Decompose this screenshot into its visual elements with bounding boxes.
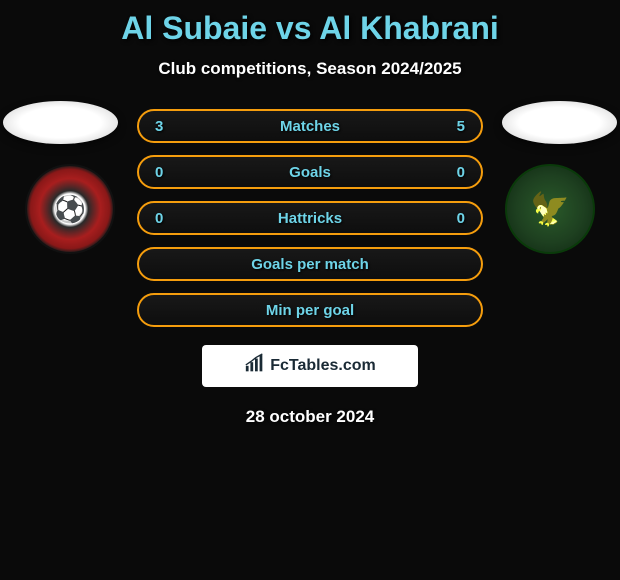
stat-row: Min per goal	[137, 293, 483, 327]
stat-label: Goals	[289, 164, 331, 181]
stat-label: Goals per match	[251, 256, 369, 273]
season-subtitle: Club competitions, Season 2024/2025	[0, 59, 620, 79]
comparison-card: Al Subaie vs Al Khabrani Club competitio…	[0, 0, 620, 437]
player-avatar-left	[3, 101, 118, 144]
stat-label: Min per goal	[266, 302, 354, 319]
club-badge-left	[25, 164, 115, 254]
stat-row: 0 Goals 0	[137, 155, 483, 189]
stat-value-right: 0	[445, 210, 465, 227]
stat-label: Hattricks	[278, 210, 342, 227]
stats-list: 3 Matches 5 0 Goals 0 0 Hattricks 0 Goal…	[137, 109, 483, 327]
branding-text: FcTables.com	[270, 357, 376, 375]
stat-value-right: 5	[445, 118, 465, 135]
player-avatar-right	[502, 101, 617, 144]
branding-badge[interactable]: FcTables.com	[202, 345, 418, 387]
stat-row: 0 Hattricks 0	[137, 201, 483, 235]
stat-label: Matches	[280, 118, 340, 135]
club-badge-right	[505, 164, 595, 254]
date-label: 28 october 2024	[0, 407, 620, 427]
stat-value-left: 0	[155, 210, 175, 227]
stat-row: Goals per match	[137, 247, 483, 281]
page-title: Al Subaie vs Al Khabrani	[0, 10, 620, 47]
stat-value-left: 0	[155, 164, 175, 181]
main-area: 3 Matches 5 0 Goals 0 0 Hattricks 0 Goal…	[0, 109, 620, 427]
chart-icon	[244, 353, 266, 380]
stat-value-right: 0	[445, 164, 465, 181]
stat-value-left: 3	[155, 118, 175, 135]
stat-row: 3 Matches 5	[137, 109, 483, 143]
